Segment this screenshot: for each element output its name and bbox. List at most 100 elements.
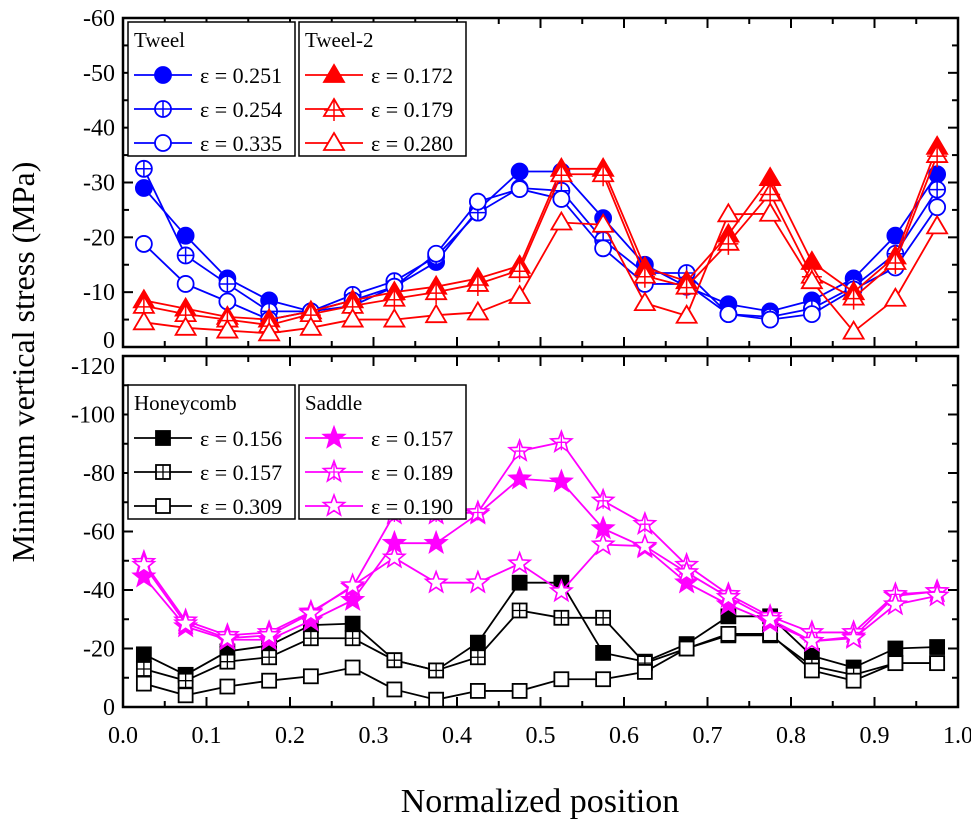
- marker-triangle: [549, 210, 573, 231]
- data-point: [716, 231, 740, 255]
- marker-triangle: [322, 63, 346, 83]
- data-point: [674, 569, 700, 594]
- legend-title: Saddle: [305, 391, 362, 415]
- marker-triangle: [675, 303, 699, 324]
- x-tick-label: 0.5: [526, 723, 556, 749]
- data-point: [134, 159, 153, 178]
- marker-circle: [176, 275, 195, 293]
- marker-circle: [928, 198, 947, 217]
- data-point: [341, 307, 365, 328]
- legend-honeycomb: Honeycomb ε = 0.156 ε = 0.157 ε = 0.309: [127, 384, 296, 520]
- data-point: [428, 662, 445, 679]
- data-point: [928, 180, 947, 199]
- data-point: [591, 162, 615, 187]
- data-point: [590, 531, 616, 556]
- data-point: [511, 574, 528, 591]
- data-point: [799, 627, 825, 652]
- data-point: [720, 625, 737, 642]
- marker-star: [340, 586, 366, 611]
- marker-cross: [384, 288, 405, 311]
- data-point: [595, 671, 612, 688]
- data-point: [757, 606, 783, 630]
- data-point: [632, 510, 658, 535]
- data-point: [340, 586, 366, 611]
- legend-marker: [154, 100, 172, 118]
- legend-tweel: Tweel ε = 0.251 ε = 0.254 ε = 0.335: [127, 21, 296, 157]
- marker-circle: [594, 239, 613, 258]
- marker-star: [757, 606, 783, 630]
- data-point: [552, 190, 571, 208]
- marker-circle: [154, 134, 172, 152]
- data-point: [427, 244, 446, 263]
- data-point: [298, 600, 324, 625]
- data-point: [466, 300, 490, 321]
- marker-circle: [427, 244, 446, 263]
- x-tick-label: 0.4: [442, 723, 472, 749]
- data-point: [845, 672, 862, 689]
- data-point: [758, 201, 782, 222]
- y-tick-label: -40: [83, 116, 115, 142]
- marker-star: [841, 625, 867, 650]
- data-point: [925, 143, 949, 168]
- marker-circle: [468, 192, 487, 211]
- data-point: [214, 625, 240, 650]
- marker-triangle: [174, 316, 198, 336]
- marker-square: [636, 664, 653, 680]
- marker-cross: [514, 443, 525, 460]
- data-point: [549, 210, 573, 231]
- marker-cross: [303, 631, 318, 646]
- data-point: [135, 661, 152, 677]
- marker-triangle: [215, 318, 239, 339]
- marker-circle: [761, 310, 780, 329]
- marker-star: [882, 591, 908, 616]
- data-point: [173, 610, 199, 635]
- legend-label: ε = 0.157: [200, 460, 282, 485]
- y-tick-label: -60: [83, 6, 115, 32]
- series-line: [143, 543, 938, 643]
- marker-star: [340, 572, 366, 597]
- marker-square: [511, 683, 528, 699]
- marker-circle: [134, 235, 153, 253]
- marker-square: [553, 671, 570, 688]
- panel-top: -60 -50 -40 -30 -20 -10 0 Tweel ε = 0.251 ε = 0.2…: [83, 6, 960, 354]
- marker-star: [548, 468, 574, 493]
- marker-cross: [676, 276, 697, 299]
- marker-triangle: [341, 307, 365, 328]
- legend-box: [127, 384, 296, 520]
- marker-square: [887, 640, 904, 657]
- data-point: [758, 181, 782, 206]
- marker-circle: [134, 179, 153, 197]
- data-point: [929, 639, 946, 655]
- legend-title: Tweel-2: [305, 28, 374, 52]
- marker-square: [155, 498, 171, 514]
- y-tick-label: -30: [83, 171, 115, 197]
- data-point: [423, 529, 449, 554]
- data-point: [883, 286, 907, 307]
- data-point: [299, 316, 323, 336]
- data-point: [507, 437, 533, 462]
- data-point: [176, 246, 195, 265]
- data-point: [134, 235, 153, 253]
- data-point: [468, 192, 487, 211]
- data-point: [883, 250, 907, 275]
- marker-cross: [885, 252, 906, 275]
- data-point: [715, 583, 741, 609]
- data-point: [510, 162, 529, 181]
- data-point: [882, 591, 908, 616]
- x-tick-label: 1.0: [943, 723, 971, 749]
- data-point: [548, 429, 574, 454]
- data-point: [131, 551, 157, 576]
- data-point: [549, 162, 573, 187]
- marker-square: [155, 430, 171, 446]
- data-point: [678, 640, 695, 657]
- legend-marker: [154, 134, 172, 152]
- marker-cross: [596, 610, 611, 625]
- marker-triangle: [257, 321, 281, 342]
- data-point: [424, 280, 448, 305]
- marker-triangle: [800, 269, 824, 290]
- marker-triangle: [758, 201, 782, 222]
- marker-star: [548, 578, 574, 603]
- data-point: [511, 683, 528, 699]
- marker-square: [845, 672, 862, 689]
- data-point: [675, 303, 699, 324]
